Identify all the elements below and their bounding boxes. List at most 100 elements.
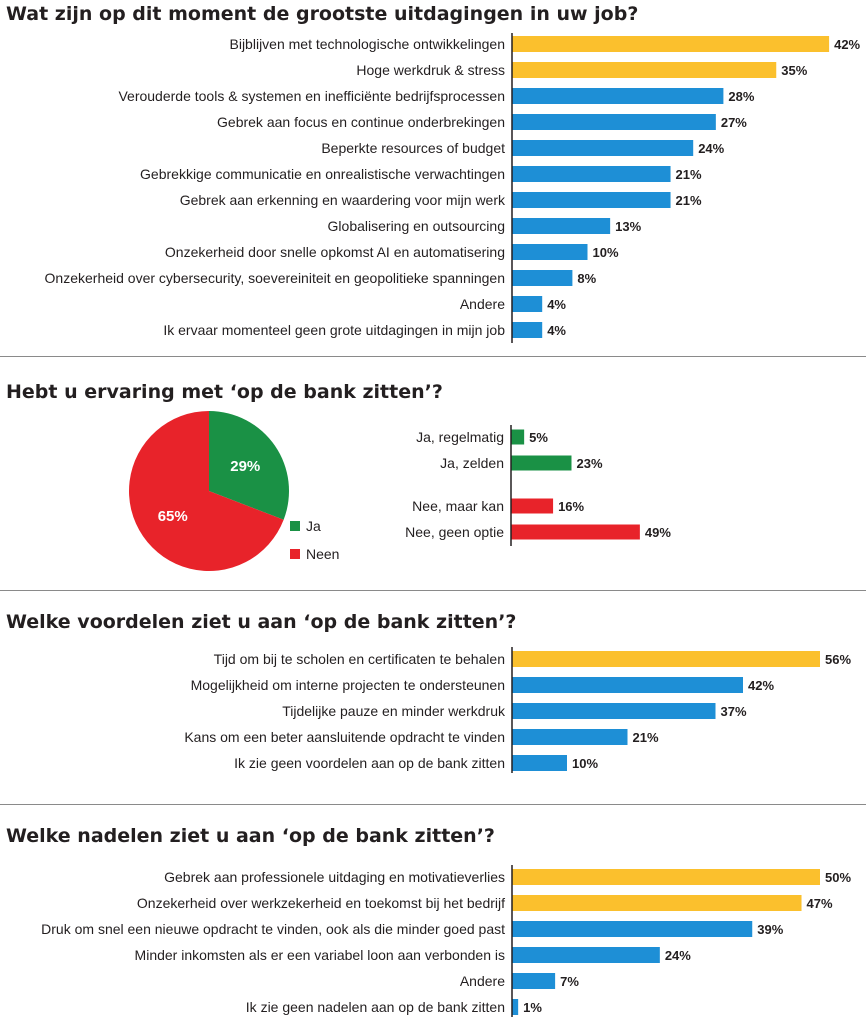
- category-label: Minder inkomsten als er een variabel loo…: [135, 947, 505, 963]
- advantages-section: Welke voordelen ziet u aan ‘op de bank z…: [0, 591, 866, 804]
- category-label: Gebrek aan focus en continue onderbrekin…: [217, 114, 505, 130]
- value-label: 50%: [825, 870, 851, 885]
- value-label: 21%: [676, 193, 702, 208]
- value-label: 42%: [834, 37, 860, 52]
- value-label: 10%: [593, 245, 619, 260]
- category-label: Ja, zelden: [440, 455, 504, 471]
- category-label: Verouderde tools & systemen en inefficië…: [118, 88, 505, 104]
- category-label: Tijdelijke pauze en minder werkdruk: [282, 703, 506, 719]
- value-label: 42%: [748, 678, 774, 693]
- value-label: 39%: [757, 922, 783, 937]
- pie-legend: Ja Neen: [290, 516, 339, 572]
- bench-experience-section: Hebt u ervaring met ‘op de bank zitten’?…: [0, 357, 866, 590]
- section-divider: [0, 590, 866, 591]
- category-label: Nee, geen optie: [405, 524, 504, 540]
- category-label: Onzekerheid door snelle opkomst AI en au…: [165, 244, 505, 260]
- category-label: Andere: [460, 296, 505, 312]
- value-label: 23%: [576, 456, 602, 471]
- category-label: Tijd om bij te scholen en certificaten t…: [214, 651, 505, 667]
- advantages-title: Welke voordelen ziet u aan ‘op de bank z…: [6, 611, 517, 633]
- bar: [512, 114, 716, 130]
- category-label: Ik zie geen nadelen aan op de bank zitte…: [246, 999, 505, 1015]
- legend-label-ja: Ja: [306, 518, 321, 534]
- pie-slice-label: 65%: [158, 508, 188, 525]
- bar: [511, 524, 640, 540]
- bench-experience-title: Hebt u ervaring met ‘op de bank zitten’?: [6, 381, 443, 403]
- legend-label-neen: Neen: [306, 546, 340, 562]
- bar: [512, 729, 628, 745]
- category-label: Ik ervaar momenteel geen grote uitdaging…: [163, 322, 505, 338]
- category-label: Mogelijkheid om interne projecten te ond…: [191, 677, 505, 693]
- value-label: 37%: [721, 704, 747, 719]
- section-divider: [0, 356, 866, 357]
- value-label: 7%: [560, 974, 579, 989]
- bar: [511, 429, 525, 445]
- bar: [512, 973, 556, 989]
- bar: [512, 88, 724, 104]
- category-label: Onzekerheid over werkzekerheid en toekom…: [137, 895, 505, 911]
- value-label: 4%: [547, 323, 566, 338]
- bar: [512, 895, 802, 911]
- bar: [512, 62, 777, 78]
- value-label: 16%: [558, 499, 584, 514]
- bar: [512, 270, 573, 286]
- value-label: 8%: [577, 271, 596, 286]
- bar: [512, 921, 753, 937]
- disadvantages-chart: Gebrek aan professionele uitdaging en mo…: [41, 865, 851, 1017]
- bar: [512, 192, 671, 208]
- legend-item-ja: Ja: [290, 516, 339, 536]
- bar: [512, 703, 716, 719]
- disadvantages-section: Welke nadelen ziet u aan ‘op de bank zit…: [0, 805, 866, 1024]
- section-divider: [0, 804, 866, 805]
- challenges-section: Wat zijn op dit moment de grootste uitda…: [0, 0, 866, 358]
- category-label: Gebrek aan erkenning en waardering voor …: [180, 192, 506, 208]
- bar: [511, 498, 554, 514]
- value-label: 47%: [807, 896, 833, 911]
- bar: [512, 677, 743, 693]
- bar: [512, 140, 694, 156]
- pie-slice-label: 29%: [230, 458, 260, 475]
- bar: [512, 166, 671, 182]
- bar: [512, 218, 611, 234]
- value-label: 10%: [572, 756, 598, 771]
- value-label: 1%: [523, 1000, 542, 1015]
- value-label: 35%: [781, 63, 807, 78]
- bar: [512, 755, 567, 771]
- advantages-chart: Tijd om bij te scholen en certificaten t…: [184, 647, 851, 773]
- bar: [512, 999, 519, 1015]
- bar: [512, 244, 588, 260]
- bar: [512, 36, 830, 52]
- bar: [512, 296, 543, 312]
- pie-slice: [209, 411, 290, 520]
- legend-swatch-ja: [290, 521, 300, 531]
- value-label: 13%: [615, 219, 641, 234]
- value-label: 21%: [633, 730, 659, 745]
- legend-item-neen: Neen: [290, 544, 339, 564]
- category-label: Hoge werkdruk & stress: [356, 62, 505, 78]
- value-label: 49%: [645, 525, 671, 540]
- legend-swatch-neen: [290, 549, 300, 559]
- value-label: 21%: [676, 167, 702, 182]
- value-label: 27%: [721, 115, 747, 130]
- bar: [511, 455, 572, 471]
- disadvantages-title: Welke nadelen ziet u aan ‘op de bank zit…: [6, 825, 495, 847]
- bar: [512, 651, 820, 667]
- value-label: 24%: [698, 141, 724, 156]
- challenges-chart: Bijblijven met technologische ontwikkeli…: [45, 33, 861, 343]
- bar: [512, 947, 660, 963]
- value-label: 4%: [547, 297, 566, 312]
- challenges-title: Wat zijn op dit moment de grootste uitda…: [6, 3, 639, 25]
- value-label: 5%: [529, 430, 548, 445]
- value-label: 28%: [728, 89, 754, 104]
- category-label: Gebrek aan professionele uitdaging en mo…: [164, 869, 505, 885]
- value-label: 24%: [665, 948, 691, 963]
- bar: [512, 322, 543, 338]
- category-label: Andere: [460, 973, 505, 989]
- bench-experience-bar-chart: Ja, regelmatig 5% Ja, zelden 23% Nee, maar k…: [405, 425, 671, 546]
- category-label: Nee, maar kan: [412, 498, 504, 514]
- category-label: Gebrekkige communicatie en onrealistisch…: [140, 166, 505, 182]
- bar: [512, 869, 820, 885]
- value-label: 56%: [825, 652, 851, 667]
- category-label: Beperkte resources of budget: [321, 140, 505, 156]
- category-label: Globalisering en outsourcing: [328, 218, 505, 234]
